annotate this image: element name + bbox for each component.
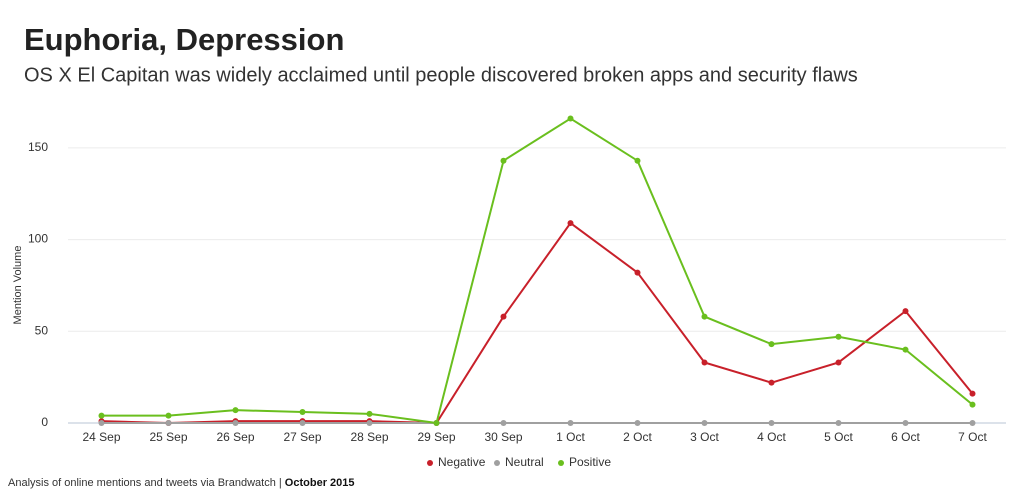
data-point bbox=[366, 420, 373, 426]
x-tick-label: 28 Sep bbox=[350, 430, 388, 444]
data-point bbox=[835, 333, 842, 340]
data-point bbox=[835, 420, 842, 426]
data-point bbox=[299, 420, 306, 426]
data-point bbox=[433, 420, 440, 426]
footer: Analysis of online mentions and tweets v… bbox=[8, 477, 355, 489]
data-point bbox=[969, 390, 976, 397]
data-point bbox=[835, 359, 842, 366]
chart-title: Euphoria, Depression bbox=[24, 22, 344, 57]
footer-source: Analysis of online mentions and tweets v… bbox=[8, 477, 282, 489]
y-tick-label: 150 bbox=[28, 140, 48, 154]
data-point bbox=[701, 359, 708, 366]
data-point bbox=[902, 346, 909, 353]
data-point bbox=[165, 420, 172, 426]
data-point bbox=[567, 220, 574, 227]
legend-label: Negative bbox=[438, 455, 486, 469]
series-line bbox=[101, 221, 974, 425]
data-point bbox=[634, 269, 641, 276]
x-tick-label: 5 Oct bbox=[824, 430, 853, 444]
data-point bbox=[98, 412, 105, 419]
data-point bbox=[634, 420, 641, 426]
y-tick-label: 50 bbox=[35, 323, 49, 337]
x-tick-label: 2 Oct bbox=[623, 430, 652, 444]
x-tick-label: 4 Oct bbox=[757, 430, 786, 444]
data-point bbox=[701, 420, 708, 426]
data-point bbox=[500, 313, 507, 320]
legend-label: Neutral bbox=[505, 455, 544, 469]
x-tick-label: 26 Sep bbox=[216, 430, 254, 444]
data-point bbox=[768, 420, 775, 426]
x-tick-label: 1 Oct bbox=[556, 430, 585, 444]
y-tick-label: 100 bbox=[28, 232, 48, 246]
x-tick-label: 24 Sep bbox=[82, 430, 120, 444]
data-point bbox=[500, 420, 507, 426]
x-tick-label: 25 Sep bbox=[149, 430, 187, 444]
data-point bbox=[299, 408, 306, 415]
data-point bbox=[768, 341, 775, 348]
y-tick-label: 0 bbox=[41, 415, 48, 429]
data-point bbox=[634, 157, 641, 164]
x-tick-label: 6 Oct bbox=[891, 430, 920, 444]
data-point bbox=[165, 412, 172, 419]
x-tick-label: 29 Sep bbox=[417, 430, 455, 444]
footer-date: October 2015 bbox=[285, 477, 355, 489]
legend-marker bbox=[558, 460, 564, 466]
data-point bbox=[902, 308, 909, 315]
data-point bbox=[701, 313, 708, 320]
data-point bbox=[567, 420, 574, 426]
legend-label: Positive bbox=[569, 455, 611, 469]
data-point bbox=[768, 379, 775, 386]
data-point bbox=[98, 420, 105, 426]
x-tick-label: 7 Oct bbox=[958, 430, 987, 444]
data-point bbox=[232, 407, 239, 414]
data-point bbox=[902, 420, 909, 426]
x-tick-label: 3 Oct bbox=[690, 430, 719, 444]
x-tick-label: 30 Sep bbox=[484, 430, 522, 444]
data-point bbox=[500, 157, 507, 164]
data-point bbox=[232, 420, 239, 426]
data-point bbox=[366, 410, 373, 417]
legend-marker bbox=[427, 460, 433, 466]
data-point bbox=[969, 401, 976, 408]
chart-subtitle: OS X El Capitan was widely acclaimed unt… bbox=[24, 64, 858, 86]
legend-marker bbox=[494, 460, 500, 466]
data-point bbox=[969, 420, 976, 426]
series-line bbox=[101, 117, 974, 425]
y-axis-label: Mention Volume bbox=[12, 246, 24, 325]
x-tick-label: 27 Sep bbox=[283, 430, 321, 444]
data-point bbox=[567, 115, 574, 122]
